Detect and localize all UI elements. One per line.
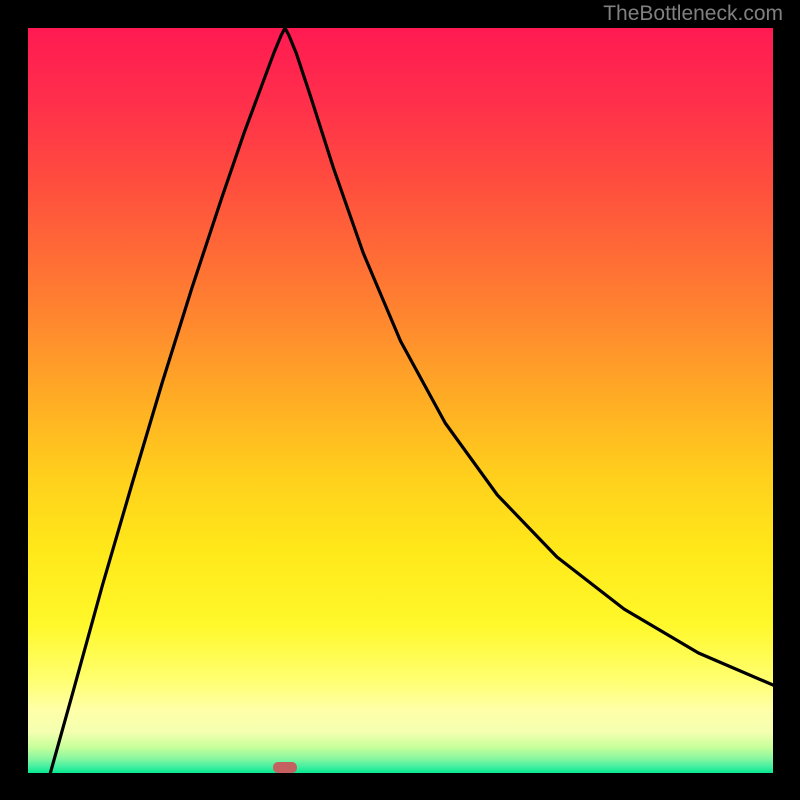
plot-area bbox=[28, 28, 773, 773]
chart-frame: TheBottleneck.com bbox=[0, 0, 800, 800]
attribution-text: TheBottleneck.com bbox=[603, 2, 783, 26]
heat-gradient bbox=[28, 28, 773, 773]
optimum-marker bbox=[273, 762, 297, 773]
